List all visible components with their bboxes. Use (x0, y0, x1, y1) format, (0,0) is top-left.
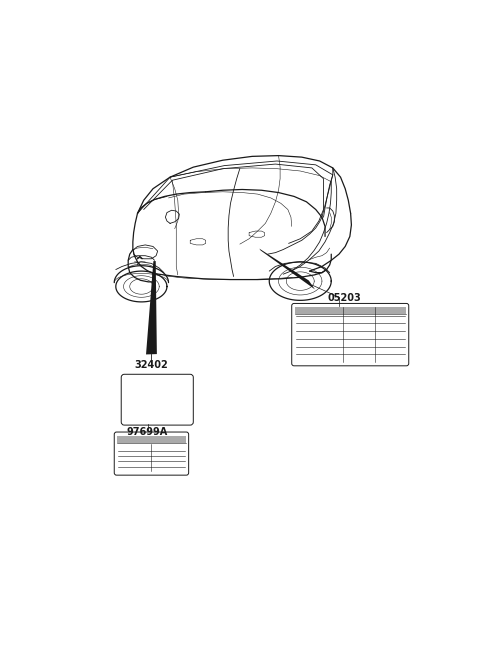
Bar (295, 307, 406, 314)
Bar (117, 436, 186, 443)
Polygon shape (146, 261, 157, 354)
Text: 05203: 05203 (327, 293, 361, 303)
Text: 97699A: 97699A (127, 426, 168, 437)
FancyBboxPatch shape (121, 374, 193, 425)
Polygon shape (259, 249, 315, 290)
FancyBboxPatch shape (292, 303, 409, 365)
Text: 32402: 32402 (134, 360, 168, 371)
FancyBboxPatch shape (114, 432, 189, 475)
